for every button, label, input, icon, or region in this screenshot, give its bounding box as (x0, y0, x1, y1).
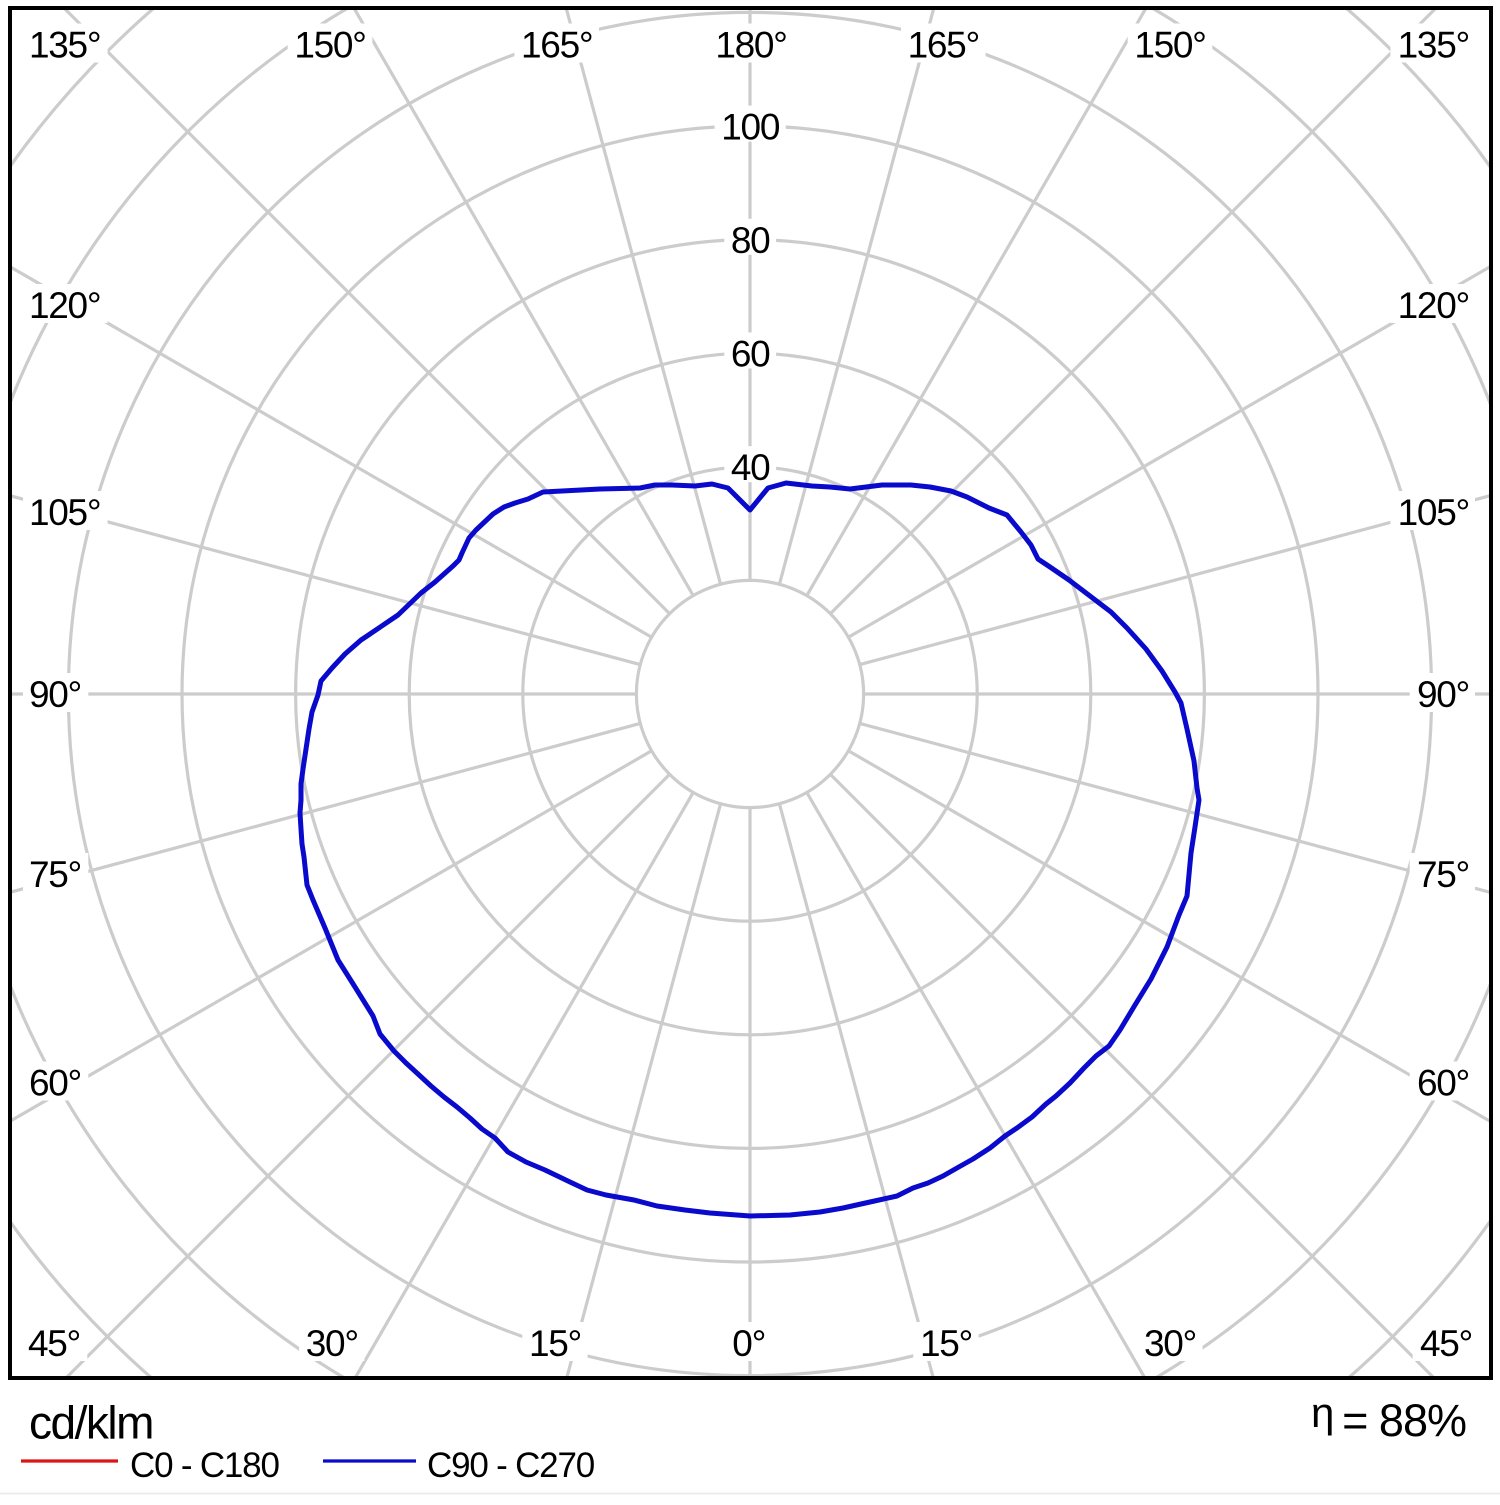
svg-text:80: 80 (731, 220, 770, 261)
svg-text:C0 - C180: C0 - C180 (130, 1446, 279, 1485)
svg-text:30°: 30° (306, 1323, 358, 1364)
svg-text:105°: 105° (29, 492, 100, 533)
svg-text:60°: 60° (1417, 1063, 1469, 1104)
svg-text:75°: 75° (29, 854, 81, 895)
svg-text:100: 100 (721, 107, 780, 148)
svg-text:165°: 165° (908, 25, 979, 66)
svg-text:90°: 90° (29, 674, 81, 715)
svg-text:45°: 45° (1420, 1323, 1472, 1364)
svg-text:η: η (1311, 1389, 1333, 1436)
svg-text:120°: 120° (29, 285, 100, 326)
svg-text:30°: 30° (1144, 1323, 1196, 1364)
svg-text:150°: 150° (1134, 25, 1205, 66)
svg-text:135°: 135° (29, 25, 100, 66)
svg-text:60: 60 (731, 334, 770, 375)
svg-text:40: 40 (731, 447, 770, 488)
svg-text:15°: 15° (920, 1323, 972, 1364)
svg-text:75°: 75° (1417, 854, 1469, 895)
svg-text:C90 - C270: C90 - C270 (427, 1446, 595, 1485)
svg-text:105°: 105° (1398, 492, 1469, 533)
svg-text:150°: 150° (294, 25, 365, 66)
svg-text:45°: 45° (28, 1323, 80, 1364)
svg-text:120°: 120° (1398, 285, 1469, 326)
svg-text:15°: 15° (529, 1323, 581, 1364)
svg-text:165°: 165° (521, 25, 592, 66)
svg-text:0°: 0° (732, 1323, 765, 1364)
svg-text:135°: 135° (1398, 25, 1469, 66)
svg-text:= 88%: = 88% (1342, 1395, 1466, 1446)
svg-text:60°: 60° (29, 1063, 81, 1104)
svg-text:90°: 90° (1417, 674, 1469, 715)
svg-text:180°: 180° (715, 25, 786, 66)
svg-text:cd/klm: cd/klm (29, 1397, 153, 1449)
